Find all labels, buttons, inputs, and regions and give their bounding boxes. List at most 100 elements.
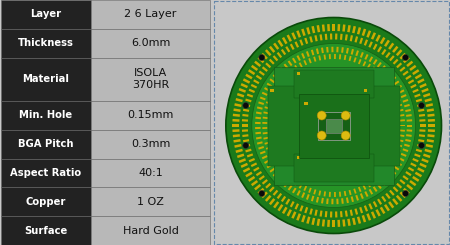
Text: Aspect Ratio: Aspect Ratio (10, 168, 81, 178)
Polygon shape (241, 163, 248, 168)
Polygon shape (304, 207, 308, 213)
Polygon shape (427, 108, 434, 112)
Polygon shape (382, 170, 387, 174)
Polygon shape (265, 142, 270, 145)
Polygon shape (243, 78, 250, 84)
Text: Material: Material (22, 74, 69, 84)
Circle shape (259, 54, 265, 61)
Polygon shape (382, 77, 387, 81)
Polygon shape (369, 41, 373, 48)
Polygon shape (279, 79, 284, 83)
Polygon shape (375, 209, 381, 217)
Polygon shape (407, 129, 412, 132)
Text: Layer: Layer (30, 9, 61, 19)
Polygon shape (262, 155, 268, 159)
Polygon shape (405, 171, 412, 176)
Polygon shape (243, 167, 250, 173)
Polygon shape (359, 207, 363, 213)
Polygon shape (278, 40, 284, 47)
Polygon shape (282, 207, 288, 214)
Polygon shape (377, 199, 382, 205)
Polygon shape (394, 166, 399, 171)
Polygon shape (270, 168, 275, 172)
Polygon shape (273, 55, 278, 61)
Polygon shape (417, 78, 424, 84)
Polygon shape (364, 205, 368, 212)
Polygon shape (260, 151, 266, 154)
Polygon shape (419, 129, 425, 132)
Polygon shape (308, 188, 312, 193)
Polygon shape (350, 35, 353, 41)
Polygon shape (426, 144, 433, 148)
Text: Surface: Surface (24, 226, 67, 236)
Polygon shape (260, 97, 266, 100)
Polygon shape (265, 49, 271, 56)
Polygon shape (338, 220, 340, 227)
Polygon shape (353, 57, 356, 62)
Polygon shape (403, 99, 408, 103)
Polygon shape (273, 43, 279, 50)
Polygon shape (395, 99, 400, 102)
Polygon shape (419, 83, 427, 88)
Polygon shape (325, 34, 328, 40)
Polygon shape (261, 53, 268, 60)
Polygon shape (248, 69, 255, 75)
Polygon shape (241, 83, 248, 88)
Polygon shape (384, 177, 390, 182)
Polygon shape (247, 94, 253, 98)
Polygon shape (299, 205, 304, 212)
Polygon shape (402, 175, 409, 181)
Polygon shape (396, 162, 402, 166)
Polygon shape (254, 184, 261, 190)
Polygon shape (301, 53, 305, 59)
Polygon shape (373, 59, 378, 65)
Polygon shape (306, 194, 310, 200)
Polygon shape (299, 62, 303, 68)
Polygon shape (335, 34, 338, 39)
Polygon shape (427, 139, 434, 143)
Polygon shape (355, 36, 358, 43)
Polygon shape (242, 114, 248, 117)
Polygon shape (324, 54, 326, 60)
Polygon shape (369, 189, 373, 195)
Polygon shape (377, 184, 382, 189)
Polygon shape (364, 54, 369, 60)
Polygon shape (263, 132, 268, 134)
Polygon shape (273, 74, 278, 79)
Polygon shape (311, 49, 315, 55)
Polygon shape (403, 57, 410, 63)
Polygon shape (400, 191, 406, 198)
Polygon shape (311, 196, 315, 201)
Polygon shape (380, 207, 386, 214)
Polygon shape (269, 186, 274, 192)
Polygon shape (330, 34, 332, 39)
Polygon shape (251, 162, 257, 167)
Polygon shape (397, 144, 402, 147)
Polygon shape (359, 38, 363, 44)
Polygon shape (407, 119, 412, 122)
Polygon shape (333, 220, 335, 227)
Polygon shape (255, 127, 261, 129)
Polygon shape (232, 129, 239, 132)
Polygon shape (296, 213, 301, 221)
Polygon shape (362, 29, 366, 36)
Polygon shape (362, 61, 366, 66)
Polygon shape (320, 210, 323, 217)
Polygon shape (387, 72, 393, 77)
Polygon shape (384, 69, 390, 74)
Polygon shape (256, 136, 262, 139)
Polygon shape (428, 124, 435, 127)
Polygon shape (412, 176, 419, 182)
Polygon shape (281, 49, 286, 55)
Polygon shape (234, 144, 242, 148)
Polygon shape (364, 39, 368, 46)
Polygon shape (405, 109, 411, 112)
Polygon shape (405, 139, 411, 142)
Polygon shape (396, 85, 402, 89)
Polygon shape (357, 216, 361, 224)
Polygon shape (419, 124, 426, 127)
Polygon shape (400, 125, 405, 126)
Polygon shape (291, 211, 297, 219)
Polygon shape (369, 203, 373, 210)
Polygon shape (339, 192, 341, 197)
